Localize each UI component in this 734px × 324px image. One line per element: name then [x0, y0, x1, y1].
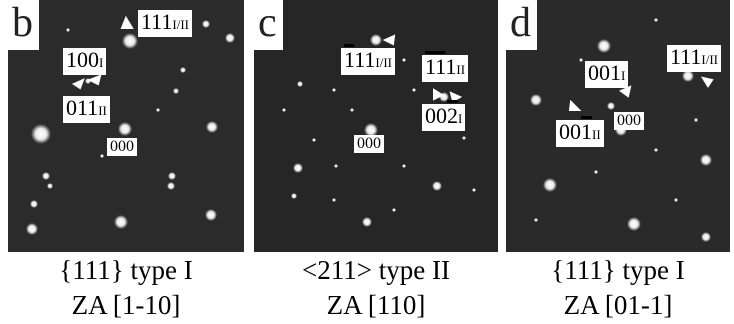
- diffraction-spot-icon: [694, 118, 698, 122]
- diffraction-spot-icon: [362, 217, 372, 227]
- panel-letter: d: [506, 0, 537, 50]
- panel-c: c 111I/II 111II 002I 000 <211> type II Z…: [254, 0, 498, 320]
- diffraction-spot-icon: [607, 102, 615, 110]
- diffraction-spot-icon: [225, 33, 235, 43]
- reflection-label: 002I: [422, 103, 466, 131]
- diffraction-spot-icon: [167, 182, 175, 190]
- overline-digit: 1: [344, 47, 355, 72]
- diffraction-spot-icon: [402, 58, 406, 62]
- diffraction-spot-icon: [543, 178, 557, 192]
- diffraction-spot-icon: [173, 88, 179, 94]
- diffraction-spot-icon: [597, 39, 611, 53]
- label-text-00: 00: [559, 119, 581, 144]
- overline-digit: 1: [581, 119, 592, 144]
- overline-digit: 11: [425, 54, 446, 79]
- white-arrow-icon: [382, 34, 463, 103]
- panel-d: d 111I/II 001I 001II 000 {111} type I ZA…: [506, 0, 730, 320]
- diffraction-spot-icon: [26, 223, 38, 235]
- white-arrow-icon: [568, 76, 714, 111]
- panel-letter: b: [8, 0, 39, 50]
- diffraction-spot-icon: [291, 193, 297, 199]
- diffraction-spot-icon: [156, 108, 160, 112]
- diffraction-spot-icon: [118, 122, 132, 136]
- diffraction-spot-icon: [42, 172, 50, 180]
- reflection-label: 001II: [556, 120, 604, 147]
- caption-zone-axis: ZA [110]: [326, 290, 426, 320]
- diffraction-spot-icon: [202, 20, 210, 28]
- diffraction-spot-icon: [462, 136, 466, 140]
- diffraction-spot-icon: [530, 94, 542, 106]
- diffraction-spot-icon: [297, 81, 303, 87]
- diffraction-spot-icon: [122, 33, 138, 49]
- reflection-label: 111I/II: [341, 48, 395, 75]
- diffraction-spot-icon: [654, 148, 658, 152]
- caption-zone-axis: ZA [1-10]: [71, 290, 181, 320]
- diffraction-spot-icon: [332, 198, 336, 202]
- diffraction-spot-icon: [700, 154, 712, 166]
- panel-b: b 111I/II 100I 011II 000 {111} type I ZA…: [8, 0, 244, 320]
- diffraction-spot-icon: [168, 172, 176, 180]
- diffraction-spot-icon: [412, 88, 416, 92]
- diffraction-spot-icon: [627, 217, 641, 231]
- diffraction-spot-icon: [205, 209, 217, 221]
- diffraction-spot-icon: [432, 181, 442, 191]
- white-arrow-icon: [71, 15, 134, 90]
- reflection-label: 000: [354, 135, 384, 153]
- caption-structure: {111} type I: [59, 255, 193, 285]
- diffraction-spot-icon: [100, 154, 104, 158]
- caption-structure: <211> type II: [302, 255, 450, 285]
- diffraction-spot-icon: [364, 123, 378, 137]
- reflection-label: 100I: [63, 48, 107, 75]
- reflection-label: 111I/II: [138, 10, 192, 37]
- diffraction-spot-icon: [293, 163, 303, 173]
- diffraction-spot-icon: [682, 70, 694, 82]
- diffraction-spot-icon: [180, 67, 186, 73]
- diffraction-spot-icon: [370, 34, 382, 46]
- panel-letter: c: [254, 0, 283, 50]
- diffraction-spot-icon: [312, 138, 316, 142]
- overline-digit: 2: [447, 103, 458, 128]
- diffraction-spot-icon: [402, 164, 406, 168]
- reflection-label: 001I: [585, 61, 629, 88]
- diffraction-spot-icon: [701, 232, 711, 242]
- diffraction-pattern-b: [8, 0, 244, 252]
- diffraction-spot-icon: [350, 108, 354, 112]
- diffraction-spot-icon: [66, 28, 70, 32]
- diffraction-spot-icon: [282, 108, 286, 112]
- diffraction-spots: [282, 34, 476, 227]
- reflection-label: 111I/II: [667, 45, 721, 72]
- reflection-label: 111II: [422, 54, 469, 82]
- diffraction-spot-icon: [114, 215, 128, 229]
- diffraction-spot-icon: [534, 218, 538, 222]
- reflection-label: 000: [107, 138, 137, 156]
- diffraction-spot-icon: [206, 121, 218, 133]
- diffraction-spot-icon: [674, 198, 678, 202]
- diffraction-spot-icon: [334, 164, 338, 168]
- diffraction-spot-icon: [31, 124, 51, 144]
- reflection-label: 000: [614, 112, 644, 130]
- reflection-label: 011II: [63, 96, 110, 123]
- diffraction-spot-icon: [654, 18, 658, 22]
- diffraction-spot-icon: [472, 188, 476, 192]
- diffraction-spot-icon: [47, 183, 53, 189]
- caption-structure: {111} type I: [551, 255, 685, 285]
- diffraction-spot-icon: [332, 88, 336, 92]
- caption-zone-axis: ZA [01-1]: [563, 290, 673, 320]
- diffraction-spots: [26, 20, 235, 235]
- diffraction-spot-icon: [392, 208, 396, 212]
- diffraction-spot-icon: [30, 200, 38, 208]
- diffraction-spot-icon: [579, 58, 583, 62]
- diffraction-spot-icon: [594, 170, 598, 174]
